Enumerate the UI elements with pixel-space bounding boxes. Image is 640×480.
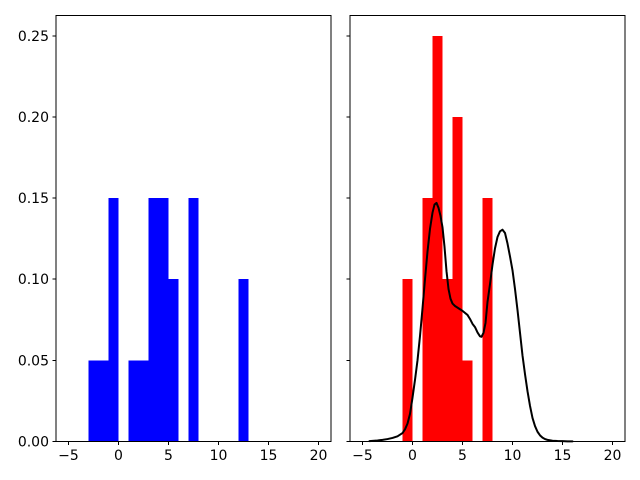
x-tick-label: 0 bbox=[408, 448, 417, 464]
axes-frame bbox=[349, 15, 626, 442]
histogram-bar bbox=[452, 116, 463, 442]
x-tick-label: 20 bbox=[310, 448, 328, 464]
x-tick-label: 0 bbox=[114, 448, 123, 464]
x-tick-label: 15 bbox=[260, 448, 278, 464]
histogram-bar bbox=[188, 198, 199, 442]
x-tick-label: 10 bbox=[504, 448, 522, 464]
histogram-bar bbox=[482, 198, 493, 442]
x-tick-label: −5 bbox=[58, 448, 79, 464]
y-tick-label: 0.20 bbox=[18, 110, 49, 126]
histogram-bar bbox=[442, 279, 453, 442]
y-tick-label: 0.00 bbox=[18, 435, 49, 451]
histogram-bar bbox=[98, 360, 109, 442]
histogram-bar bbox=[238, 279, 249, 442]
blue-histogram-subplot: −5 0 5 10 15 20 0.00 0.05 0.10 0.15 0.20 0.25 bbox=[18, 15, 332, 464]
histogram-bar bbox=[138, 360, 149, 442]
histogram-bar bbox=[422, 198, 433, 442]
histogram-bar bbox=[168, 279, 179, 442]
histogram-bar bbox=[128, 360, 139, 442]
histogram-bar bbox=[148, 198, 159, 442]
x-tick-label: 5 bbox=[458, 448, 467, 464]
x-tick-label: −5 bbox=[352, 448, 373, 464]
x-tick-label: 10 bbox=[210, 448, 228, 464]
kde-curve bbox=[368, 201, 574, 443]
histogram-bar bbox=[402, 279, 413, 442]
x-tick-label: 5 bbox=[164, 448, 173, 464]
axes-frame bbox=[55, 15, 332, 442]
y-tick-label: 0.15 bbox=[18, 191, 49, 207]
x-tick-label: 15 bbox=[554, 448, 572, 464]
histogram-bar bbox=[432, 35, 443, 442]
histogram-bar bbox=[158, 198, 169, 442]
x-tick-label: 20 bbox=[604, 448, 622, 464]
red-histogram-with-kde-subplot: −5 0 5 10 15 20 bbox=[346, 15, 626, 464]
y-tick-label: 0.10 bbox=[18, 272, 49, 288]
y-tick-label: 0.25 bbox=[18, 29, 49, 45]
histogram-bar bbox=[462, 360, 473, 442]
y-tick-label: 0.05 bbox=[18, 353, 49, 369]
histogram-bar bbox=[88, 360, 99, 442]
histogram-bar bbox=[108, 198, 119, 442]
